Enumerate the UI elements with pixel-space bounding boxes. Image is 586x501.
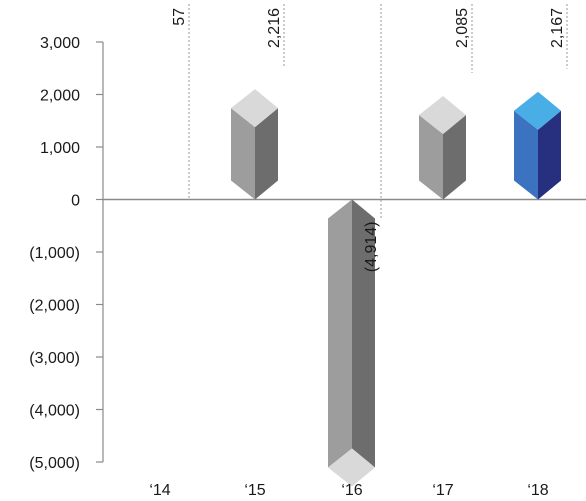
y-tick-label: 0	[71, 193, 80, 210]
bar-top-face	[419, 96, 466, 135]
bar-value-label: 2,216	[266, 8, 283, 48]
bar-4: 2,167	[514, 4, 568, 200]
y-axis: 3,000 2,000 1,000 0 (1,000) (2,000) (3,000) (4,…	[29, 35, 586, 472]
bar-front-face	[514, 110, 538, 200]
y-tick-label: 2,000	[40, 88, 80, 105]
x-axis: ‘14 ‘15 ‘16 ‘17 ‘18	[149, 482, 548, 499]
bar-value-label: 2,167	[549, 8, 566, 48]
y-tick-label: (5,000)	[29, 455, 80, 472]
y-tick-label: (2,000)	[29, 298, 80, 315]
bar-side-face	[443, 115, 466, 200]
bar-front-face	[231, 108, 255, 200]
y-tick-label: (1,000)	[29, 245, 80, 262]
bar-side-face	[538, 110, 561, 200]
bar-front-face	[419, 115, 443, 200]
bar-value-label: (4,914)	[363, 222, 380, 273]
bar-2: (4,914)	[328, 4, 382, 487]
bar-side-face	[255, 108, 278, 200]
x-category-label: ‘18	[527, 482, 548, 499]
x-category-label: ‘14	[149, 482, 170, 499]
bar-top-face	[231, 89, 278, 128]
bar-side-face	[352, 199, 375, 468]
bar-bottom-face	[328, 448, 375, 487]
bar-top-face	[514, 91, 561, 130]
y-tick-label: (3,000)	[29, 350, 80, 367]
y-tick-label: (4,000)	[29, 403, 80, 420]
bar-value-label: 2,085	[454, 8, 471, 48]
x-category-label: ‘17	[432, 482, 453, 499]
bars: 57 2,216 (4,914) 2,085 2,167	[171, 4, 568, 487]
bar-0: 57	[171, 4, 190, 200]
y-tick-label: 1,000	[40, 140, 80, 157]
bar-value-label: 57	[171, 8, 188, 26]
x-category-label: ‘15	[244, 482, 265, 499]
bar-3: 2,085	[419, 4, 473, 200]
bar-1: 2,216	[231, 4, 285, 200]
y-tick-label: 3,000	[40, 35, 80, 52]
x-category-label: ‘16	[341, 482, 362, 499]
bar-front-face	[328, 199, 352, 468]
